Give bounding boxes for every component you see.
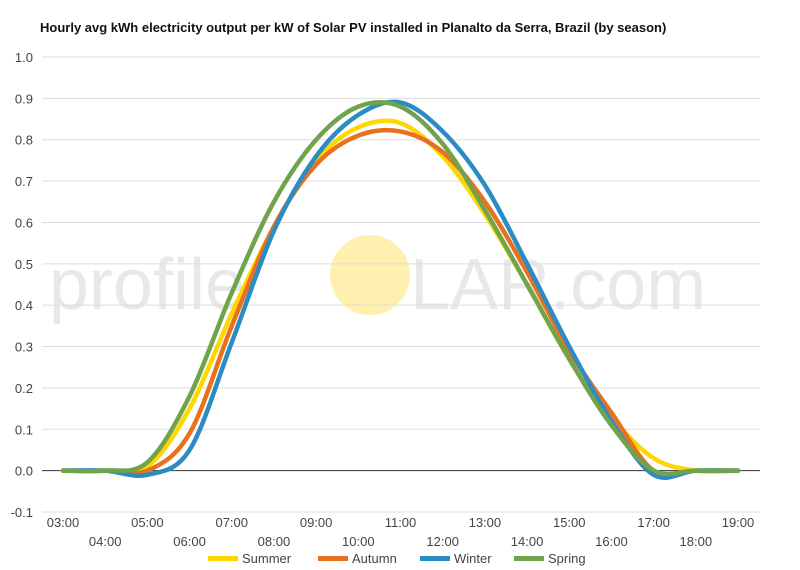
legend-label-autumn: Autumn — [352, 551, 397, 566]
legend: Summer Autumn Winter Spring — [208, 551, 586, 566]
watermark-sun-icon — [330, 235, 410, 315]
x-tick-label-0: 03:00 — [47, 515, 80, 530]
x-tick-label-1: 04:00 — [89, 534, 122, 549]
x-tick-label-8: 11:00 — [385, 515, 417, 530]
y-axis-tick-labels: -0.1 0.0 0.1 0.2 0.3 0.4 0.5 0.6 0.7 0.8 0.9 1.0 — [11, 50, 33, 520]
x-tick-label-14: 17:00 — [637, 515, 670, 530]
x-tick-label-13: 16:00 — [595, 534, 628, 549]
series-line-autumn — [60, 127, 741, 478]
x-tick-label-16: 19:00 — [722, 515, 755, 530]
y-tick-label-3: 0.2 — [15, 381, 33, 396]
x-tick-label-5: 08:00 — [258, 534, 291, 549]
x-axis-tick-labels: 03:00 04:00 05:00 06:00 07:00 08:00 09:00 10:00… — [47, 515, 755, 549]
x-tick-label-12: 15:00 — [553, 515, 586, 530]
legend-label-summer: Summer — [242, 551, 292, 566]
y-tick-label-11: 1.0 — [15, 50, 33, 65]
series-line-spring — [60, 99, 741, 477]
watermark-left-text: profile — [49, 245, 245, 325]
y-tick-label-8: 0.7 — [15, 174, 33, 189]
gridlines — [42, 56, 760, 513]
series-lines — [60, 99, 741, 480]
x-tick-label-3: 06:00 — [173, 534, 206, 549]
y-tick-label-0: -0.1 — [11, 505, 33, 520]
legend-swatch-spring — [514, 556, 544, 561]
watermark: profile LAR.com — [49, 235, 706, 325]
y-tick-label-2: 0.1 — [15, 422, 33, 437]
legend-swatch-autumn — [318, 556, 348, 561]
x-tick-label-10: 13:00 — [469, 515, 502, 530]
x-tick-label-15: 18:00 — [680, 534, 713, 549]
x-tick-label-4: 07:00 — [215, 515, 248, 530]
y-tick-label-5: 0.4 — [15, 298, 33, 313]
legend-label-spring: Spring — [548, 551, 586, 566]
y-tick-label-7: 0.6 — [15, 215, 33, 230]
x-tick-label-9: 12:00 — [426, 534, 459, 549]
x-tick-label-7: 10:00 — [342, 534, 375, 549]
y-tick-label-9: 0.8 — [15, 133, 33, 148]
watermark-right-text: LAR.com — [410, 245, 706, 325]
x-tick-label-2: 05:00 — [131, 515, 164, 530]
legend-label-winter: Winter — [454, 551, 492, 566]
y-tick-label-4: 0.3 — [15, 340, 33, 355]
y-tick-label-6: 0.5 — [15, 257, 33, 272]
legend-swatch-winter — [420, 556, 450, 561]
y-tick-label-10: 0.9 — [15, 91, 33, 106]
legend-swatch-summer — [208, 556, 238, 561]
y-tick-label-1: 0.0 — [15, 464, 33, 479]
chart-title: Hourly avg kWh electricity output per kW… — [40, 20, 667, 35]
x-tick-label-6: 09:00 — [300, 515, 333, 530]
x-tick-label-11: 14:00 — [511, 534, 544, 549]
